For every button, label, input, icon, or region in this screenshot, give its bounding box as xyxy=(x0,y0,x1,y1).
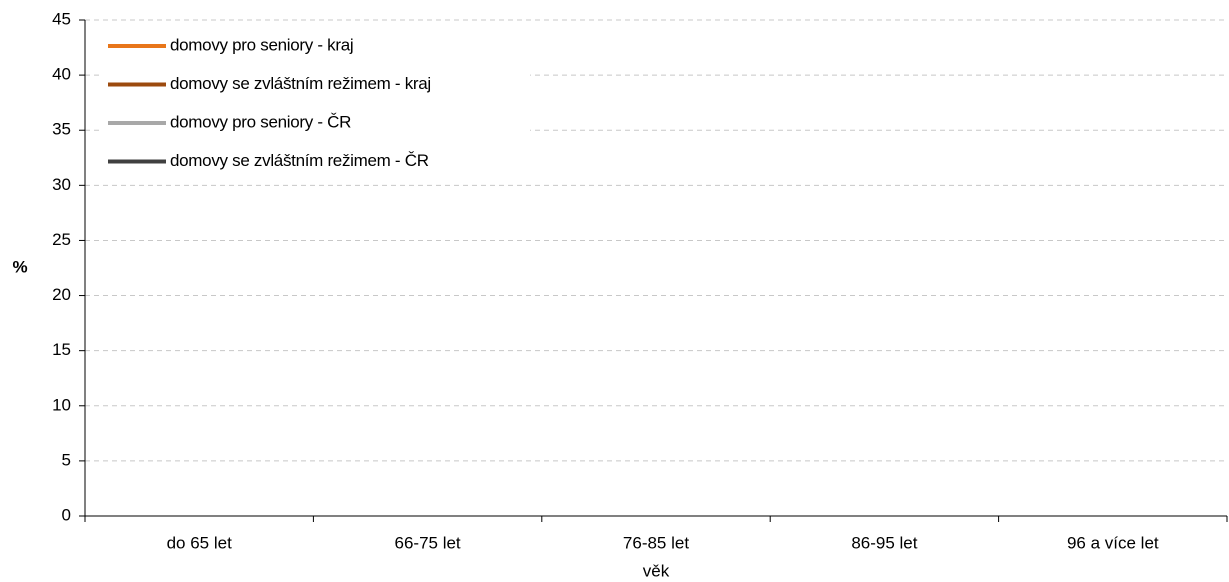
legend-label: domovy pro seniory - kraj xyxy=(170,35,353,54)
y-tick-label: 10 xyxy=(52,395,71,414)
y-tick-label: 30 xyxy=(52,175,71,194)
legend-box xyxy=(100,28,530,180)
x-tick-label: 66-75 let xyxy=(395,533,461,552)
y-tick-label: 25 xyxy=(52,230,71,249)
y-tick-label: 0 xyxy=(62,505,71,524)
x-tick-label: 76-85 let xyxy=(623,533,689,552)
y-tick-label: 35 xyxy=(52,120,71,139)
y-tick-label: 40 xyxy=(52,65,71,84)
y-tick-label: 45 xyxy=(52,9,71,28)
x-axis-label: věk xyxy=(643,561,670,580)
x-tick-label: 96 a více let xyxy=(1067,533,1159,552)
legend-label: domovy se zvláštním režimem - kraj xyxy=(170,74,431,93)
y-tick-label: 15 xyxy=(52,340,71,359)
legend-label: domovy pro seniory - ČR xyxy=(170,112,351,131)
legend-label: domovy se zvláštním režimem - ČR xyxy=(170,151,429,170)
y-tick-label: 5 xyxy=(62,450,71,469)
y-axis-label: % xyxy=(12,257,27,276)
y-tick-label: 20 xyxy=(52,285,71,304)
x-tick-label: 86-95 let xyxy=(851,533,917,552)
x-tick-label: do 65 let xyxy=(167,533,232,552)
